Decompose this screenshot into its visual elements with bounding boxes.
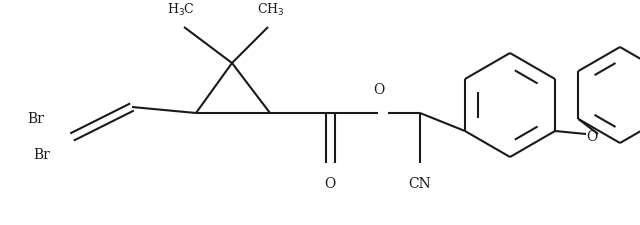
Text: Br: Br xyxy=(27,112,44,126)
Text: CH$_3$: CH$_3$ xyxy=(257,2,285,18)
Text: O: O xyxy=(586,130,598,144)
Text: H$_3$C: H$_3$C xyxy=(167,2,195,18)
Text: Br: Br xyxy=(33,148,50,162)
Text: CN: CN xyxy=(408,177,431,191)
Text: O: O xyxy=(324,177,335,191)
Text: O: O xyxy=(373,83,385,97)
